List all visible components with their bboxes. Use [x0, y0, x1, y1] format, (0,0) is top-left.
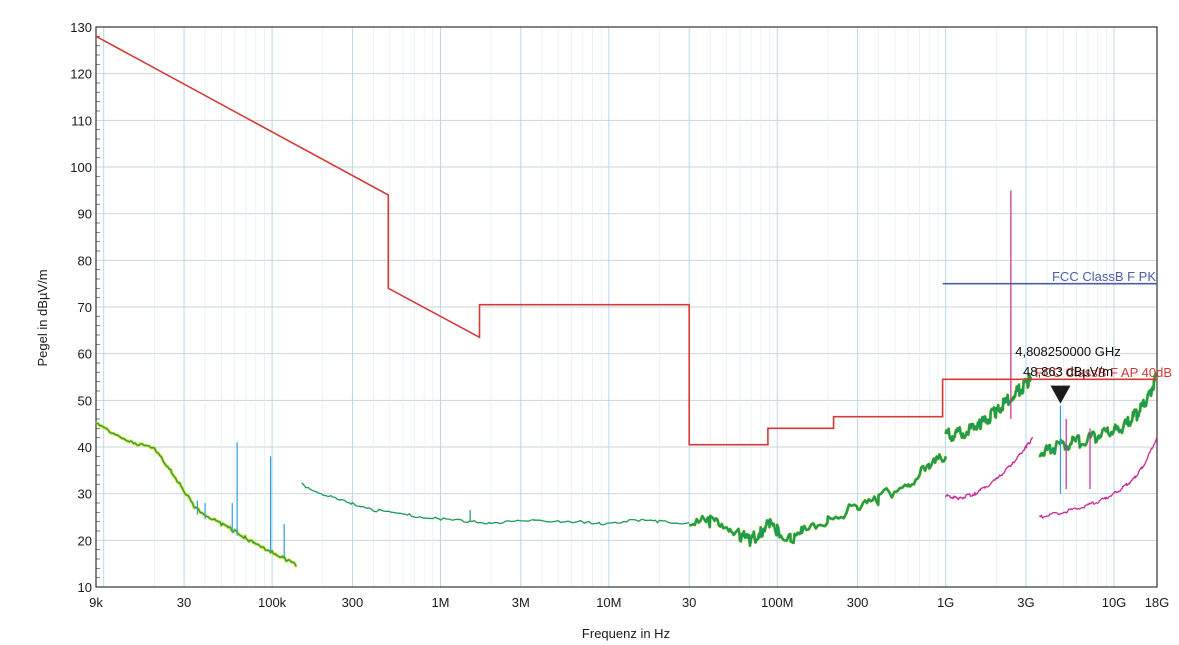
y-tick-label: 70: [78, 300, 92, 315]
y-tick-label: 120: [70, 67, 92, 82]
series-trace: [1038, 436, 1158, 519]
x-tick-label: 10M: [596, 595, 621, 610]
series-trace: [944, 373, 1032, 442]
y-tick-label: 80: [78, 253, 92, 268]
x-tick-label: 30: [177, 595, 191, 610]
spike-layer: [196, 190, 1091, 557]
y-tick-label: 130: [70, 20, 92, 35]
marker-triangle: [1050, 385, 1071, 404]
x-tick-label: 300: [342, 595, 364, 610]
x-tick-label: 100M: [761, 595, 794, 610]
series-layer: [95, 371, 1159, 568]
fcc-limit-label: FCC ClassB F PK: [1052, 269, 1156, 284]
series-trace: [301, 482, 690, 526]
marker-frequency: 4,808250000 GHz: [1015, 344, 1121, 359]
marker-level: 48,863 dBµV/m: [1023, 364, 1113, 379]
y-tick-label: 10: [78, 580, 92, 595]
x-tick-label: 100k: [258, 595, 287, 610]
x-tick-label: 18G: [1145, 595, 1170, 610]
limit-layer: [95, 35, 1157, 446]
x-tick-label: 3M: [512, 595, 530, 610]
series-trace: [689, 453, 947, 547]
y-tick-label: 60: [78, 347, 92, 362]
x-tick-label: 3G: [1017, 595, 1034, 610]
y-tick-label: 90: [78, 207, 92, 222]
x-axis-title: Frequenz in Hz: [582, 626, 670, 641]
x-tick-label: 10G: [1102, 595, 1127, 610]
x-tick-label: 30: [682, 595, 696, 610]
x-axis: 9k 30 100k 300 1M 3M 10M 30 100M 300 1G 3G 10G 18G: [89, 595, 1169, 610]
limit-line-class-b: [95, 35, 1157, 446]
x-tick-label: 9k: [89, 595, 103, 610]
plot-frame: [95, 26, 1158, 588]
y-tick-label: 30: [78, 487, 92, 502]
x-tick-label: 1M: [431, 595, 449, 610]
y-tick-label: 100: [70, 160, 92, 175]
av-limit-label: FCC ClassB F AP 40dB: [1035, 365, 1172, 380]
y-tick-label: 20: [78, 533, 92, 548]
y-tick-label: 50: [78, 393, 92, 408]
y-tick-label: 40: [78, 440, 92, 455]
x-tick-label: 300: [847, 595, 869, 610]
y-tick-label: 110: [71, 113, 92, 128]
y-axis: 10 20 30 40 50 60 70 80 90 100 110 120 130: [70, 20, 92, 595]
series-trace: [1038, 371, 1159, 458]
y-axis-title: Pegel in dBµV/m: [35, 269, 50, 366]
x-tick-label: 1G: [937, 595, 954, 610]
series-trace: [944, 436, 1034, 501]
marker-layer: [1050, 385, 1071, 404]
